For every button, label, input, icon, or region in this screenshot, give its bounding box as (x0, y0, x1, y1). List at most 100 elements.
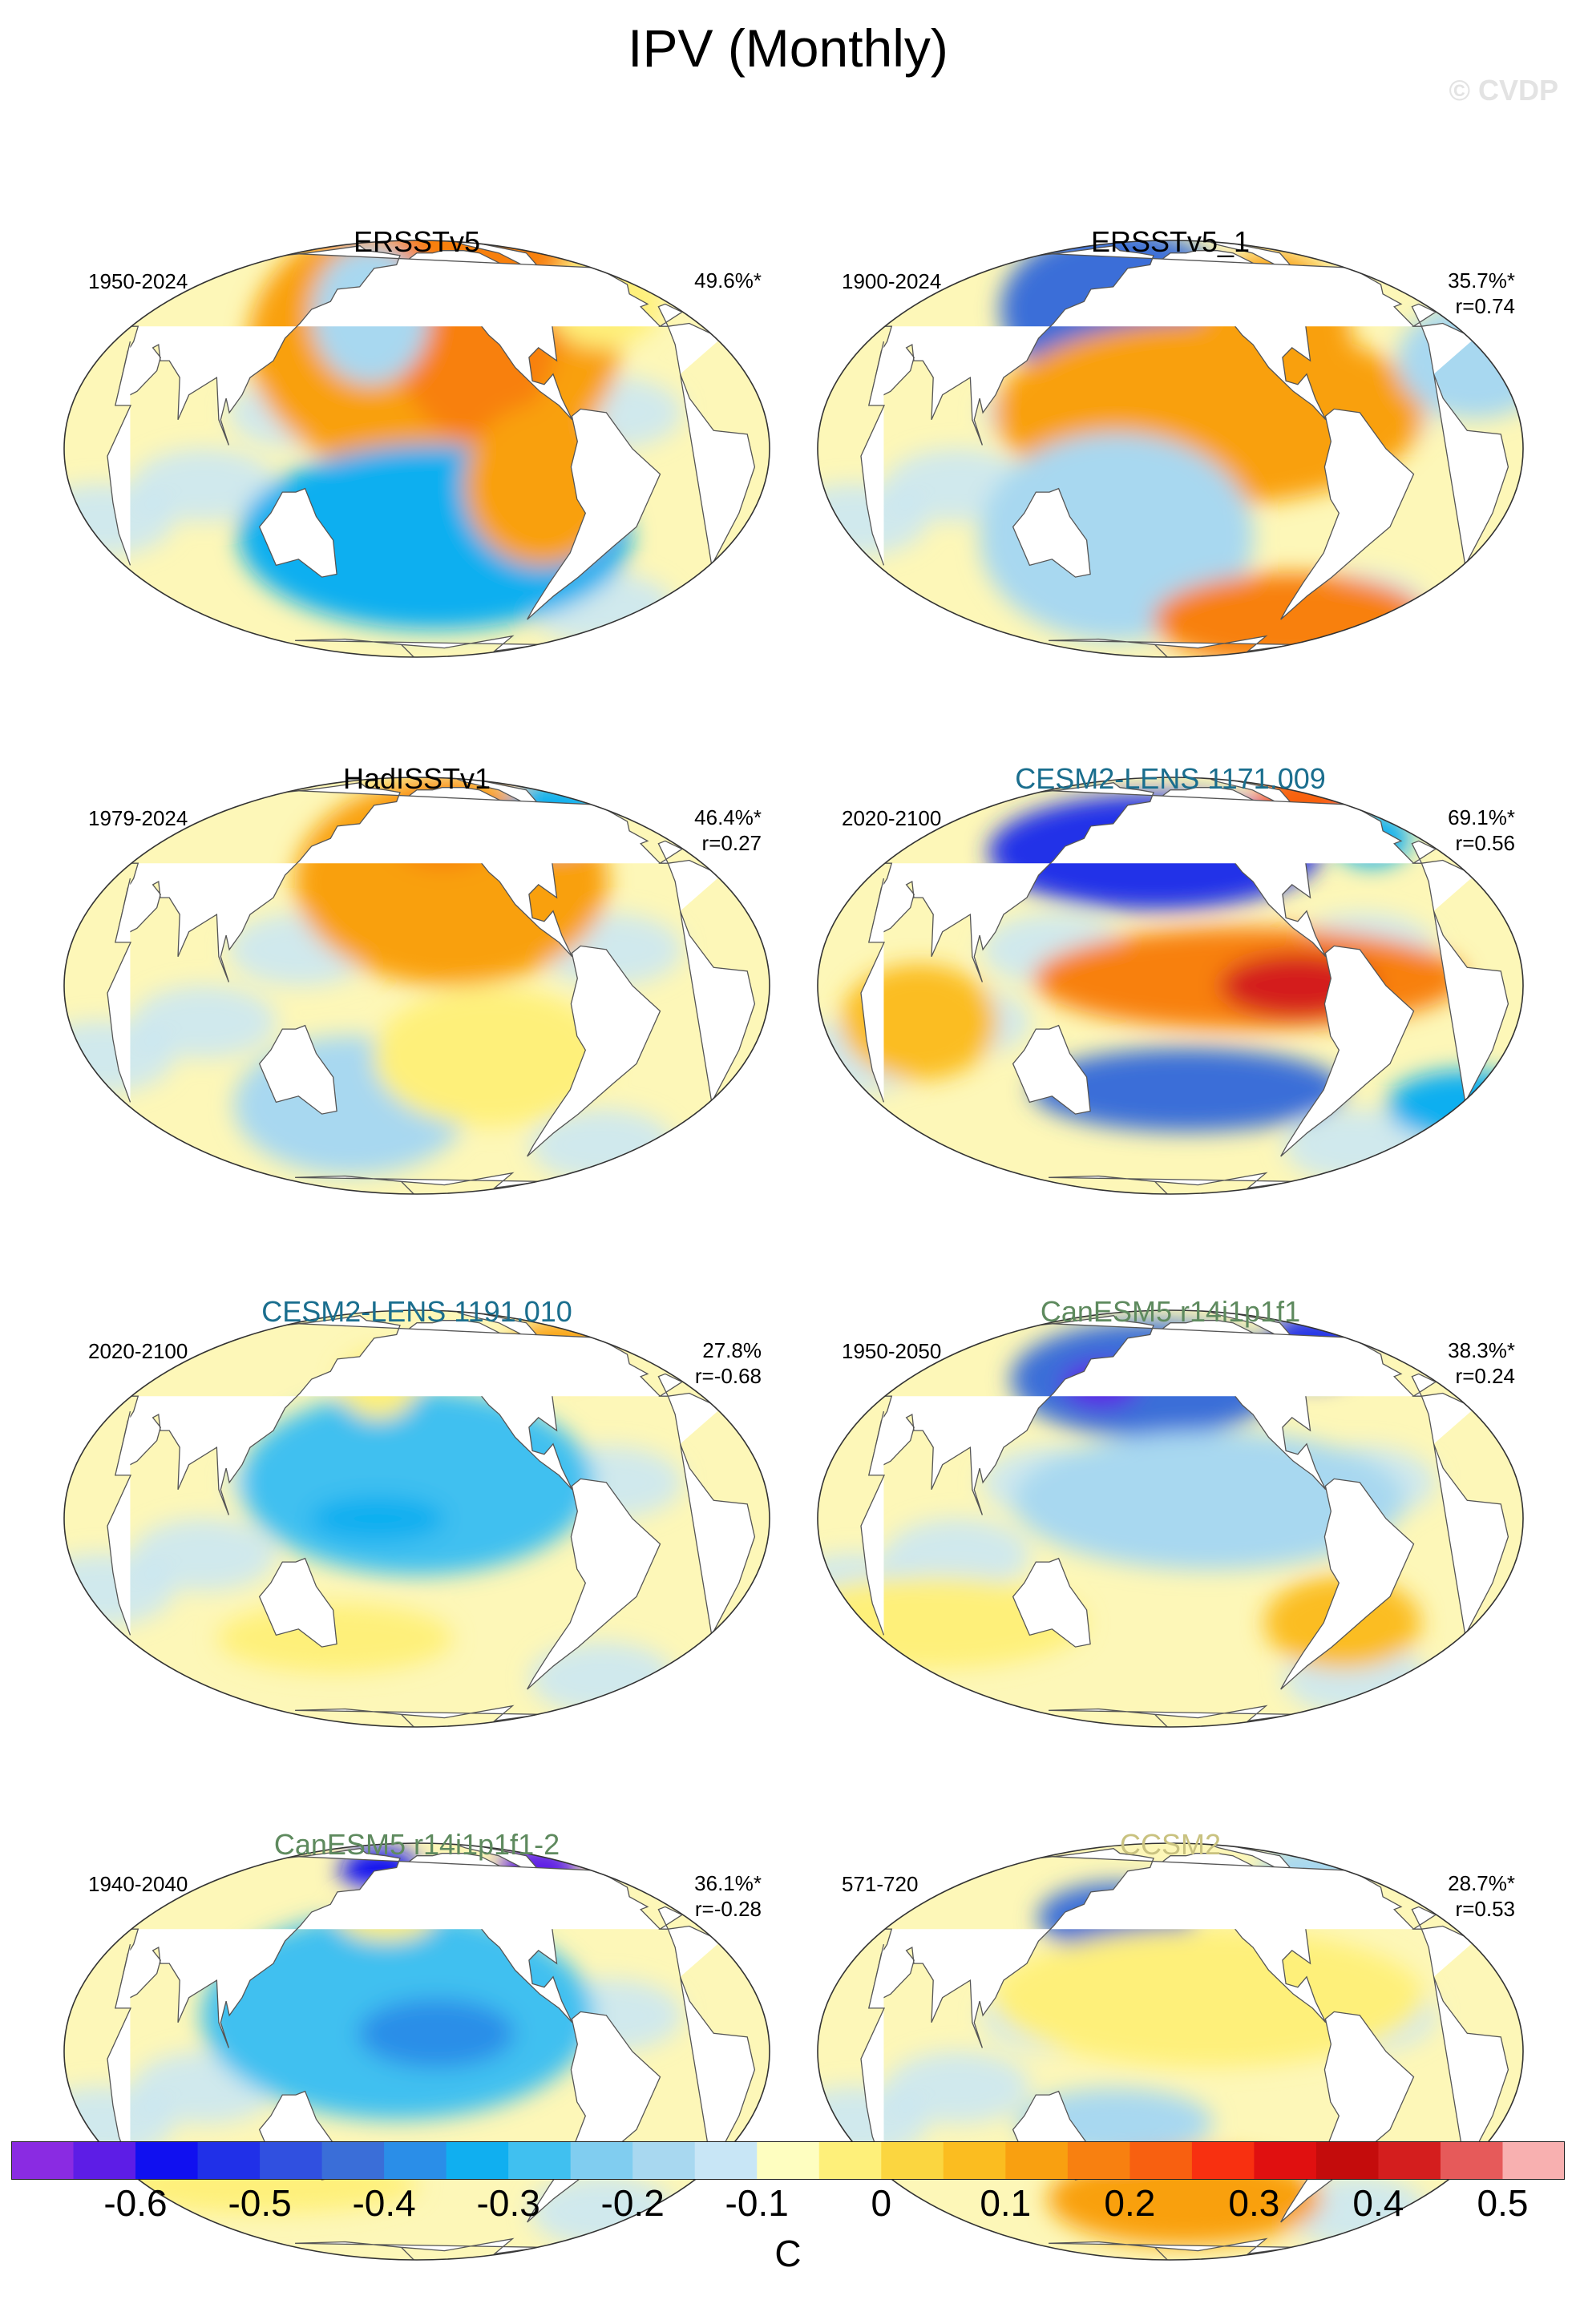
landmass-south-america (1280, 945, 1415, 1157)
sst-anomaly-patch (131, 986, 277, 1059)
colorbar-tick-label: -0.2 (600, 2182, 665, 2224)
map-border (63, 777, 770, 1195)
sst-anomaly-feature (979, 432, 1254, 641)
sst-anomaly-feature (309, 1495, 447, 1542)
map-panel-4: CESM2-LENS 1171.009 2020-2100 69.1%* r=0.56 (794, 649, 1547, 1202)
colorbar-swatch (1005, 2141, 1069, 2180)
landmass-antarctica (1049, 2237, 1296, 2260)
panel-year-range: 1979-2024 (88, 806, 188, 830)
landmass-africa (860, 322, 1509, 567)
colorbar-tick-label: 0.3 (1228, 2182, 1280, 2224)
colorbar-swatch (1315, 2141, 1379, 2180)
panel-variance-percent: 49.6%* (694, 268, 762, 293)
landmass-south-america (1280, 1478, 1415, 1690)
colorbar-swatch (508, 2141, 572, 2180)
panel-stats: 38.3%* r=0.24 (1448, 1338, 1515, 1389)
colorbar-swatch (757, 2141, 820, 2180)
panel-year-range: 2020-2100 (88, 1339, 188, 1363)
map-p3 (63, 777, 770, 1195)
landmass-antarctica (1049, 1705, 1296, 1727)
map-panel-1: ERSSTv5 1950-2024 49.6%* (40, 112, 794, 665)
map-panel-6: CanESM5 r14i1p1f1 1950-2050 38.3%* r=0.24 (794, 1182, 1547, 1735)
landmass-antarctica (295, 1172, 543, 1194)
panel-pattern-correlation: r=0.53 (1455, 1897, 1515, 1921)
panel-title: CCSM2 (1119, 1828, 1222, 1861)
colorbar-unit-label: C (774, 2233, 802, 2274)
sst-anomaly-feature (373, 987, 609, 1127)
colorbar-swatch (135, 2141, 199, 2180)
panel-title: ERSSTv5 (353, 225, 481, 258)
landmass-africa (860, 1925, 1509, 2170)
landmass-antarctica (295, 1705, 543, 1727)
map-border (63, 240, 770, 658)
landmass-south-america (527, 1478, 661, 1690)
colorbar-swatch (881, 2141, 944, 2180)
landmass-australia (1012, 1024, 1091, 1115)
colorbar-tick-label: 0 (871, 2182, 892, 2224)
panel-title: ERSSTv5_1 (1090, 225, 1251, 258)
panel-title: CanESM5 r14i1p1f1 (1040, 1295, 1301, 1328)
landmass-antarctica (1049, 635, 1296, 657)
colorbar-swatch (197, 2141, 261, 2180)
panel-stats: 69.1%* r=0.56 (1448, 805, 1515, 856)
map-p2 (817, 240, 1524, 658)
colorbar-swatch (11, 2141, 75, 2180)
landmass-africa (860, 859, 1509, 1104)
sst-anomaly-feature (1030, 1048, 1345, 1132)
panel-year-range: 1950-2050 (842, 1339, 942, 1363)
map-border (63, 1309, 770, 1728)
sst-anomaly-patch (131, 449, 277, 522)
map-border (817, 777, 1524, 1195)
colorbar-swatch (1191, 2141, 1255, 2180)
map-panel-3: HadISSTv1 1979-2024 46.4%* r=0.27 (40, 649, 794, 1202)
panel-pattern-correlation: r=0.24 (1455, 1364, 1515, 1388)
colorbar-swatch (1378, 2141, 1441, 2180)
landmass-antarctica (295, 2237, 543, 2260)
landmass-africa (107, 859, 756, 1104)
colorbar-swatch (1254, 2141, 1317, 2180)
colorbar-swatch (1067, 2141, 1130, 2180)
colorbar-tick-label: -0.5 (228, 2182, 292, 2224)
map-p8 (817, 1842, 1524, 2261)
panel-pattern-correlation: r=-0.68 (694, 1364, 762, 1388)
colorbar-swatch (818, 2141, 882, 2180)
colorbar-swatch (694, 2141, 758, 2180)
map-panel-5: CESM2-LENS 1191.010 2020-2100 27.8% r=-0.68 (40, 1182, 794, 1735)
map-panel-2: ERSSTv5_1 1900-2024 35.7%* r=0.74 (794, 112, 1547, 665)
map-p6 (817, 1309, 1524, 1728)
landmass-australia (1012, 1557, 1091, 1648)
colorbar-tick-label: -0.1 (725, 2182, 789, 2224)
colorbar-tick-label: 0.4 (1352, 2182, 1404, 2224)
landmass-south-america (1280, 408, 1415, 620)
map-p1 (63, 240, 770, 658)
panel-year-range: 2020-2100 (842, 806, 942, 830)
sst-anomaly-feature (992, 1928, 1424, 2068)
panel-variance-percent: 36.1%* (694, 1871, 762, 1895)
colorbar-swatch (943, 2141, 1006, 2180)
landmass-south-america (527, 945, 661, 1157)
colorbar-swatch (73, 2141, 136, 2180)
colorbar-tick-label: 0.5 (1477, 2182, 1529, 2224)
panel-year-range: 1940-2040 (88, 1872, 188, 1896)
colorbar-tick-label: -0.4 (352, 2182, 416, 2224)
panel-title: CESM2-LENS 1191.010 (261, 1295, 572, 1328)
panel-pattern-correlation: r=-0.28 (694, 1897, 762, 1921)
map-border (63, 1842, 770, 2261)
map-p4 (817, 777, 1524, 1195)
map-panel-8: CCSM2 571-720 28.7%* r=0.53 (794, 1715, 1547, 2268)
landmass-australia (258, 1557, 337, 1648)
landmass-africa (860, 1392, 1509, 1637)
panel-variance-percent: 38.3%* (1448, 1338, 1515, 1362)
landmass-australia (1012, 487, 1091, 578)
colorbar-tick-label: 0.1 (980, 2182, 1032, 2224)
figure-title: IPV (Monthly) (628, 18, 948, 78)
map-border (817, 1842, 1524, 2261)
colorbar-swatch (384, 2141, 447, 2180)
landmass-south-america (1280, 2011, 1415, 2223)
panel-year-range: 571-720 (842, 1872, 919, 1896)
panel-title: HadISSTv1 (342, 762, 491, 795)
panel-pattern-correlation: r=0.27 (701, 831, 762, 855)
panel-title: CESM2-LENS 1171.009 (1015, 762, 1326, 795)
landmass-australia (258, 1024, 337, 1115)
map-p5 (63, 1309, 770, 1728)
